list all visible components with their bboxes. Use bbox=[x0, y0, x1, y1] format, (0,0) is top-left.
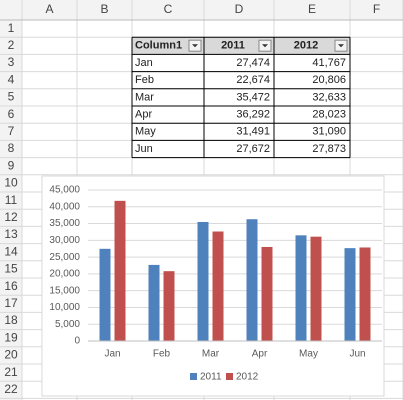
row-header[interactable]: 2 bbox=[8, 38, 15, 52]
bar bbox=[99, 248, 111, 341]
table-cell[interactable]: Mar bbox=[135, 91, 154, 103]
row-header[interactable]: 13 bbox=[4, 227, 18, 241]
column-header[interactable]: D bbox=[235, 2, 244, 16]
table-cell[interactable]: Apr bbox=[135, 109, 152, 121]
row-header[interactable]: 19 bbox=[4, 330, 18, 344]
x-tick-label: Mar bbox=[202, 349, 220, 360]
row-header[interactable]: 5 bbox=[8, 90, 15, 104]
column-header[interactable]: B bbox=[100, 2, 108, 16]
bar bbox=[163, 271, 175, 341]
table-header-cell[interactable]: 2012 bbox=[294, 40, 318, 52]
y-tick-label: 30,000 bbox=[49, 235, 80, 246]
table-header-bg bbox=[132, 37, 350, 55]
filter-arrow bbox=[338, 44, 344, 48]
legend-label: 2011 bbox=[200, 372, 222, 383]
row-header[interactable]: 10 bbox=[4, 176, 18, 190]
x-tick-label: Jun bbox=[349, 349, 365, 360]
y-tick-label: 35,000 bbox=[49, 218, 80, 229]
row-header[interactable]: 1 bbox=[8, 21, 15, 35]
bar bbox=[359, 247, 371, 341]
column-header-bar bbox=[0, 0, 403, 20]
row-header[interactable]: 6 bbox=[8, 107, 15, 121]
table-cell[interactable]: 31,090 bbox=[312, 126, 346, 138]
bar bbox=[246, 219, 258, 341]
row-header[interactable]: 7 bbox=[8, 124, 15, 138]
row-header[interactable]: 20 bbox=[4, 348, 18, 362]
table-cell[interactable]: 31,491 bbox=[236, 126, 270, 138]
x-tick-label: Apr bbox=[252, 349, 268, 360]
bar bbox=[212, 231, 224, 341]
row-header[interactable]: 14 bbox=[4, 244, 18, 258]
y-tick-label: 15,000 bbox=[49, 285, 80, 296]
column-header[interactable]: C bbox=[164, 2, 173, 16]
bar bbox=[197, 221, 209, 341]
table-header-cell[interactable]: 2011 bbox=[221, 40, 245, 52]
row-header[interactable]: 12 bbox=[4, 210, 18, 224]
bar bbox=[310, 236, 322, 341]
table-cell[interactable]: 32,633 bbox=[312, 91, 346, 103]
bar bbox=[344, 248, 356, 341]
legend-label: 2012 bbox=[236, 372, 259, 383]
y-tick-label: 25,000 bbox=[49, 252, 80, 263]
table-cell[interactable]: 35,472 bbox=[236, 91, 270, 103]
y-tick-label: 20,000 bbox=[49, 269, 80, 280]
row-header[interactable]: 3 bbox=[8, 55, 15, 69]
table-cell[interactable]: Feb bbox=[135, 74, 154, 86]
column-header[interactable]: E bbox=[308, 2, 316, 16]
x-tick-label: Jan bbox=[104, 349, 120, 360]
legend-swatch bbox=[190, 373, 197, 380]
row-header-bar bbox=[0, 20, 22, 400]
column-header[interactable]: A bbox=[45, 2, 53, 16]
row-header[interactable]: 11 bbox=[5, 193, 18, 207]
y-tick-label: 0 bbox=[74, 336, 80, 347]
table-cell[interactable]: 28,023 bbox=[312, 109, 346, 121]
column-header[interactable]: F bbox=[373, 2, 380, 16]
table-cell[interactable]: 22,674 bbox=[236, 74, 270, 86]
table-cell[interactable]: 27,474 bbox=[236, 57, 270, 69]
table-header-cell[interactable]: Column1 bbox=[135, 40, 182, 52]
bar bbox=[261, 246, 273, 341]
row-header[interactable]: 18 bbox=[4, 313, 18, 327]
bar bbox=[114, 200, 126, 341]
row-header[interactable]: 22 bbox=[4, 382, 18, 396]
filter-arrow bbox=[262, 44, 268, 48]
row-header[interactable]: 17 bbox=[4, 296, 18, 310]
y-tick-label: 10,000 bbox=[49, 302, 80, 313]
x-tick-label: May bbox=[299, 349, 318, 360]
table-cell[interactable]: 41,767 bbox=[312, 57, 346, 69]
table-cell[interactable]: 20,806 bbox=[312, 74, 346, 86]
x-tick-label: Feb bbox=[153, 349, 171, 360]
filter-arrow bbox=[192, 44, 198, 48]
table-cell[interactable]: Jan bbox=[135, 57, 153, 69]
row-header[interactable]: 21 bbox=[4, 365, 18, 379]
bar bbox=[148, 264, 160, 341]
bar bbox=[295, 235, 307, 341]
row-header[interactable]: 4 bbox=[8, 72, 15, 86]
row-header[interactable]: 15 bbox=[4, 262, 18, 276]
y-tick-label: 40,000 bbox=[49, 201, 80, 212]
row-header[interactable]: 9 bbox=[8, 158, 15, 172]
row-header[interactable]: 16 bbox=[4, 279, 18, 293]
y-tick-label: 45,000 bbox=[49, 185, 80, 196]
legend-swatch bbox=[226, 373, 233, 380]
table-cell[interactable]: 36,292 bbox=[236, 109, 270, 121]
table-cell[interactable]: May bbox=[135, 126, 156, 138]
table-cell[interactable]: 27,672 bbox=[236, 143, 270, 155]
row-header[interactable]: 8 bbox=[8, 141, 15, 155]
y-tick-label: 5,000 bbox=[55, 319, 80, 330]
table-cell[interactable]: Jun bbox=[135, 143, 153, 155]
table-cell[interactable]: 27,873 bbox=[312, 143, 346, 155]
